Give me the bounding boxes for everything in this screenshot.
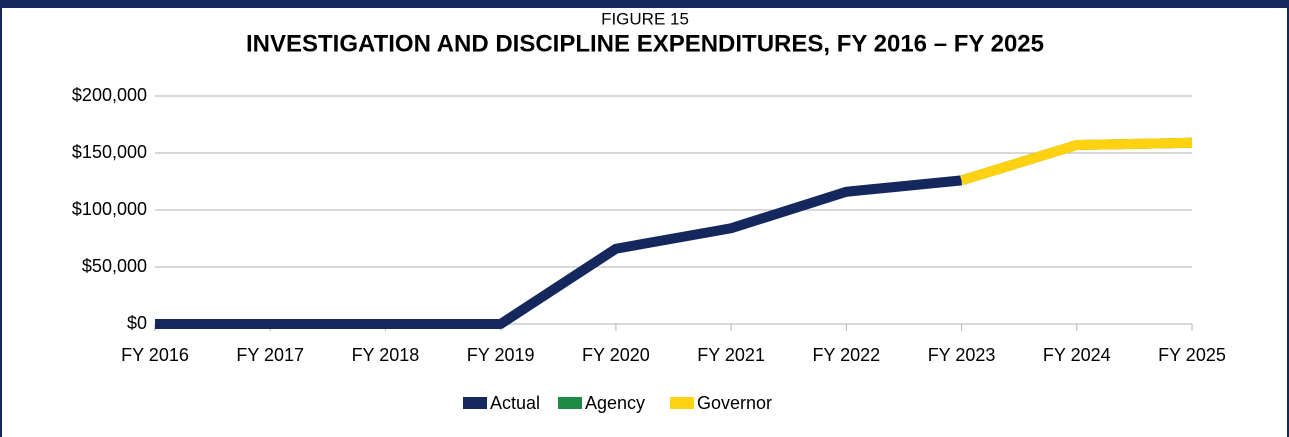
legend-swatch (558, 397, 582, 409)
y-tick-label: $0 (127, 313, 147, 333)
x-tick-label: FY 2025 (1158, 345, 1226, 365)
y-tick-label: $200,000 (72, 85, 147, 105)
x-tick-label: FY 2023 (928, 345, 996, 365)
series-line (155, 175, 963, 329)
legend-label: Actual (490, 393, 540, 413)
legend-swatch (463, 397, 487, 409)
chart-title: INVESTIGATION AND DISCIPLINE EXPENDITURE… (246, 30, 1044, 57)
y-tick-label: $150,000 (72, 142, 147, 162)
y-tick-label: $50,000 (82, 256, 147, 276)
legend-label: Agency (585, 393, 645, 413)
x-tick-label: FY 2019 (467, 345, 535, 365)
x-tick-label: FY 2020 (582, 345, 650, 365)
x-tick-label: FY 2022 (812, 345, 880, 365)
x-tick-label: FY 2021 (697, 345, 765, 365)
x-tick-label: FY 2016 (121, 345, 189, 365)
x-tick-label: FY 2018 (352, 345, 420, 365)
top-bar (0, 0, 1289, 8)
y-tick-label: $100,000 (72, 199, 147, 219)
x-tick-label: FY 2017 (236, 345, 304, 365)
series-line (960, 137, 1193, 186)
x-tick-label: FY 2024 (1043, 345, 1111, 365)
legend-label: Governor (697, 393, 772, 413)
chart-supertitle: FIGURE 15 (601, 9, 689, 28)
legend-swatch (670, 397, 694, 409)
